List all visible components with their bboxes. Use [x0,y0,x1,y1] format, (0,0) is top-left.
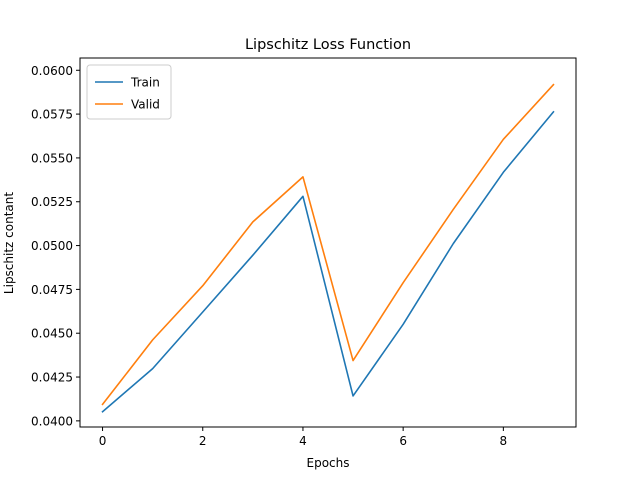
chart-title: Lipschitz Loss Function [245,37,411,53]
y-axis-label: Lipschitz contant [2,192,16,294]
series-layer [101,83,555,413]
legend-label-train: Train [130,76,160,90]
y-tick-label: 0.0550 [31,151,73,165]
y-tick-label: 0.0600 [31,64,73,78]
x-tick-label: 6 [399,434,407,448]
legend-box [86,64,172,120]
y-tick-label: 0.0525 [31,195,73,209]
legend-label-valid: Valid [131,98,160,112]
x-axis: 0 2 4 6 8 [99,427,507,448]
y-tick-label: 0.0500 [31,239,73,253]
y-tick-label: 0.0450 [31,327,73,341]
y-tick-label: 0.0400 [31,414,73,428]
x-tick-label: 8 [500,434,508,448]
series-line-valid [101,83,555,406]
x-tick-label: 2 [199,434,207,448]
x-axis-label: Epochs [307,456,350,470]
x-tick-label: 4 [299,434,307,448]
legend: Train Valid [86,64,172,120]
y-tick-label: 0.0575 [31,108,73,122]
x-tick-label: 0 [99,434,107,448]
y-tick-label: 0.0475 [31,283,73,297]
y-tick-label: 0.0425 [31,371,73,385]
y-axis: 0.0400 0.0425 0.0450 0.0475 0.0500 0.0525 0.05… [31,64,80,428]
series-line-train [101,110,555,413]
